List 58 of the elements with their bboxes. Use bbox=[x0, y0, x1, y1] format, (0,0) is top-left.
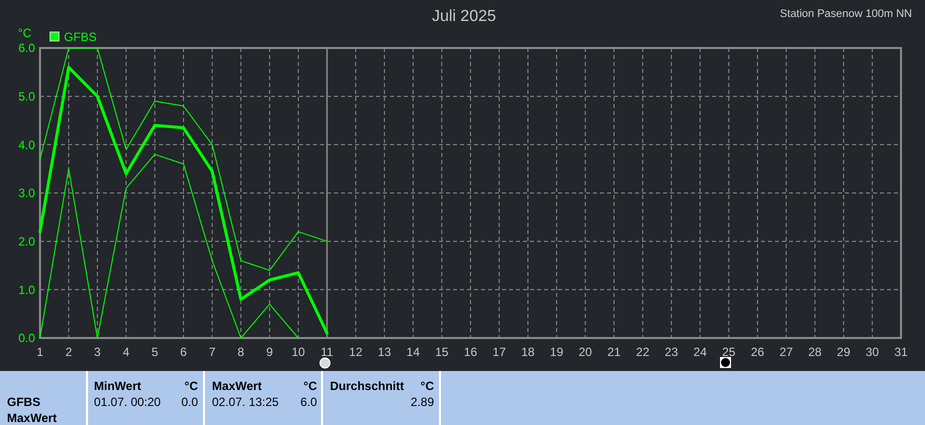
x-tick-label: 6 bbox=[180, 345, 188, 359]
x-tick-label: 4 bbox=[122, 345, 130, 359]
y-tick-label: 2.0 bbox=[18, 234, 36, 249]
line-series bbox=[40, 48, 328, 271]
x-tick-label: 7 bbox=[208, 345, 216, 359]
x-tick-label: 29 bbox=[836, 345, 851, 359]
y-axis-title: °C bbox=[18, 26, 32, 40]
x-tick-label: 8 bbox=[238, 345, 245, 359]
text: 0.0 bbox=[181, 395, 198, 409]
legend-label: GFBS bbox=[64, 30, 97, 44]
x-tick-label: 10 bbox=[292, 345, 306, 359]
y-tick-label: 1.0 bbox=[18, 282, 36, 297]
chart-title: Juli 2025 bbox=[432, 8, 496, 25]
x-tick-label: 11 bbox=[320, 345, 334, 359]
line-series bbox=[38, 66, 328, 335]
x-tick-label: 18 bbox=[521, 345, 535, 359]
text: 01.07. 00:20 bbox=[94, 395, 162, 409]
text: MaxWert bbox=[7, 411, 57, 425]
y-tick-label: 3.0 bbox=[18, 186, 36, 200]
x-tick-label: 20 bbox=[578, 345, 592, 359]
x-tick-label: 28 bbox=[808, 345, 822, 359]
x-tick-label: 25 bbox=[722, 345, 736, 359]
x-tick-label: 14 bbox=[406, 345, 420, 359]
text: MaxWert bbox=[212, 379, 262, 393]
x-tick-label: 2 bbox=[65, 345, 72, 359]
x-tick-label: 26 bbox=[750, 345, 764, 359]
text: 2.89 bbox=[410, 395, 434, 409]
x-tick-label: 30 bbox=[866, 345, 880, 359]
x-tick-label: 17 bbox=[492, 345, 506, 359]
x-tick-label: 5 bbox=[151, 345, 158, 359]
x-tick-label: 31 bbox=[894, 345, 908, 359]
x-tick-label: 27 bbox=[780, 345, 794, 359]
y-tick-label: 0.0 bbox=[18, 331, 36, 346]
x-tick-label: 19 bbox=[550, 345, 564, 359]
x-tick-label: 13 bbox=[378, 345, 392, 359]
x-tick-label: 3 bbox=[94, 345, 102, 359]
line-series bbox=[40, 154, 299, 338]
x-tick-label: 12 bbox=[349, 345, 363, 359]
x-tick-label: 15 bbox=[435, 345, 449, 359]
chart-subtitle: Station Pasenow 100m NN bbox=[780, 8, 912, 20]
x-tick-label: 21 bbox=[607, 345, 621, 359]
x-tick-label: 1 bbox=[36, 345, 44, 359]
y-tick-label: 6.0 bbox=[18, 41, 36, 56]
x-tick-label: 9 bbox=[266, 345, 274, 359]
text: °C bbox=[420, 379, 434, 393]
y-tick-label: 4.0 bbox=[18, 138, 36, 152]
text: Durchschnitt bbox=[330, 379, 404, 393]
text: MinWert bbox=[94, 379, 142, 393]
text: 6.0 bbox=[300, 395, 318, 409]
text: °C bbox=[304, 379, 318, 393]
x-tick-label: 23 bbox=[664, 345, 678, 359]
x-tick-label: 24 bbox=[693, 345, 708, 359]
y-tick-label: 5.0 bbox=[18, 90, 36, 104]
x-tick-label: 16 bbox=[464, 345, 478, 359]
text: 02.07. 13:25 bbox=[212, 395, 280, 409]
x-tick-label: 22 bbox=[636, 345, 650, 359]
text: GFBS bbox=[7, 395, 40, 409]
text: °C bbox=[184, 379, 198, 393]
